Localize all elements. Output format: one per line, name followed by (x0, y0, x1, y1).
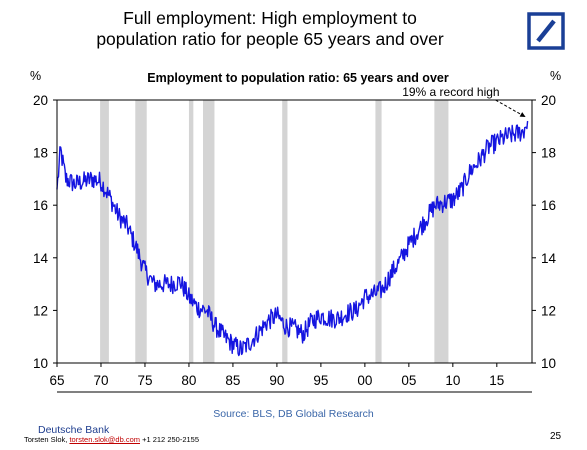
x-tick-label: 15 (489, 373, 504, 388)
y-tick-label-right: 12 (541, 303, 556, 318)
axis-layer: 10 10 12 12 14 14 16 16 18 18 20 20 65 70 75 80 85 90 95 00… (33, 93, 557, 393)
plot-frame (56, 99, 533, 364)
bank-name: Deutsche Bank (38, 424, 110, 436)
x-tick-label: 65 (49, 373, 64, 388)
recession-band-1 (135, 100, 147, 363)
x-tick-label: 10 (445, 373, 460, 388)
y-tick-label-right: 16 (541, 198, 556, 213)
chart-title-line1: Full employment: High employment to (123, 8, 417, 28)
recession-band-3 (203, 100, 215, 363)
page-number: 25 (550, 431, 562, 442)
y-tick-label-right: 10 (541, 356, 556, 371)
annotation-arrow (495, 99, 526, 118)
x-tick-label: 80 (181, 373, 196, 388)
chart-title-block: Full employment: High employment to popu… (60, 8, 480, 50)
y-tick-label-left: 20 (33, 93, 48, 108)
author-name: Torsten Slok, (24, 435, 70, 444)
author-phone: +1 212 250-2155 (140, 435, 200, 444)
source-note: Source: BLS, DB Global Research (213, 408, 374, 420)
deutsche-bank-logo-icon (527, 12, 565, 50)
y-tick-label-right: 20 (541, 93, 556, 108)
y-tick-label-left: 12 (33, 303, 48, 318)
series-layer (56, 120, 529, 357)
recession-shading (100, 100, 449, 363)
x-tick-label: 95 (313, 373, 328, 388)
chart-subtitle: Employment to population ratio: 65 years… (147, 71, 449, 85)
x-tick-label: 05 (401, 373, 416, 388)
chart-title-line2: population ratio for people 65 years and… (96, 29, 444, 49)
line-chart: 10 10 12 12 14 14 16 16 18 18 20 20 65 70 75 80 85 90 95 00… (30, 69, 561, 393)
y-tick-label-right: 18 (541, 146, 556, 161)
y-axis-label-left: % (30, 69, 41, 83)
x-tick-label: 75 (137, 373, 152, 388)
x-tick-label: 70 (93, 373, 108, 388)
recession-band-6 (434, 100, 449, 363)
recession-band-5 (375, 100, 382, 363)
annotation-arrowhead (519, 112, 526, 118)
y-tick-label-left: 10 (33, 356, 48, 371)
contact-line: Torsten Slok, torsten.slok@db.com +1 212… (24, 435, 199, 444)
series-line-employment-ratio (56, 120, 529, 357)
y-tick-label-right: 14 (541, 251, 557, 266)
x-tick-label: 00 (357, 373, 372, 388)
x-tick-label: 85 (225, 373, 240, 388)
annotation-label: 19% a record high (402, 85, 499, 99)
x-tick-label: 90 (269, 373, 284, 388)
recession-band-4 (282, 100, 288, 363)
y-tick-label-left: 14 (33, 251, 49, 266)
y-tick-label-left: 16 (33, 198, 48, 213)
author-email-link[interactable]: torsten.slok@db.com (69, 435, 140, 444)
recession-band-0 (100, 100, 109, 363)
recession-band-2 (188, 100, 194, 363)
y-tick-label-left: 18 (33, 146, 48, 161)
y-axis-label-right: % (550, 69, 561, 83)
